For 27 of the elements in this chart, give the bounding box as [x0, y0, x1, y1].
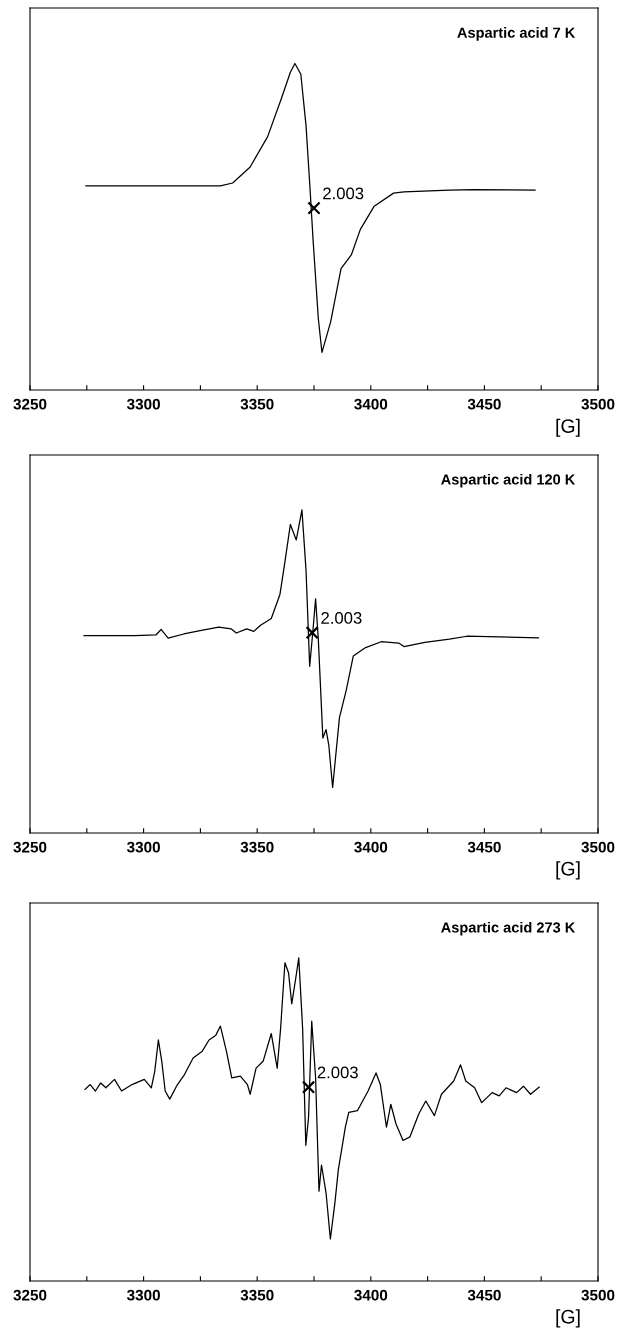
x-tick-label: 3350: [240, 1289, 274, 1301]
annotation: 2.003: [321, 612, 362, 624]
chart-title: Aspartic acid 273 K: [441, 921, 576, 936]
x-tick-label: 3450: [467, 398, 501, 410]
x-tick-label: 3300: [126, 1289, 160, 1301]
x-axis-title: [G]: [556, 1309, 580, 1328]
x-tick-label: 3250: [13, 841, 47, 853]
annotation: 2.003: [317, 1066, 358, 1079]
x-tick-label: 3300: [126, 841, 160, 853]
x-tick-label: 3350: [240, 841, 274, 853]
chart-title: Aspartic acid 120 K: [441, 473, 576, 488]
x-tick-label: 3350: [240, 398, 274, 410]
chart-title: Aspartic acid 7 K: [457, 27, 576, 41]
x-tick-label: 3500: [581, 1289, 615, 1301]
annotation: 2.003: [323, 187, 364, 200]
x-tick-label: 3300: [126, 398, 160, 410]
x-tick-label: 3400: [354, 398, 388, 410]
x-tick-label: 3250: [13, 1289, 47, 1301]
x-axis-title: [G]: [556, 861, 580, 880]
x-axis-title: [G]: [556, 418, 580, 437]
x-tick-label: 3450: [467, 1289, 501, 1301]
x-tick-label: 3500: [581, 841, 615, 853]
x-tick-label: 3400: [354, 841, 388, 853]
x-tick-label: 3450: [467, 841, 501, 853]
x-tick-label: 3250: [13, 398, 47, 410]
x-tick-label: 3500: [581, 398, 615, 410]
x-tick-label: 3400: [354, 1289, 388, 1301]
